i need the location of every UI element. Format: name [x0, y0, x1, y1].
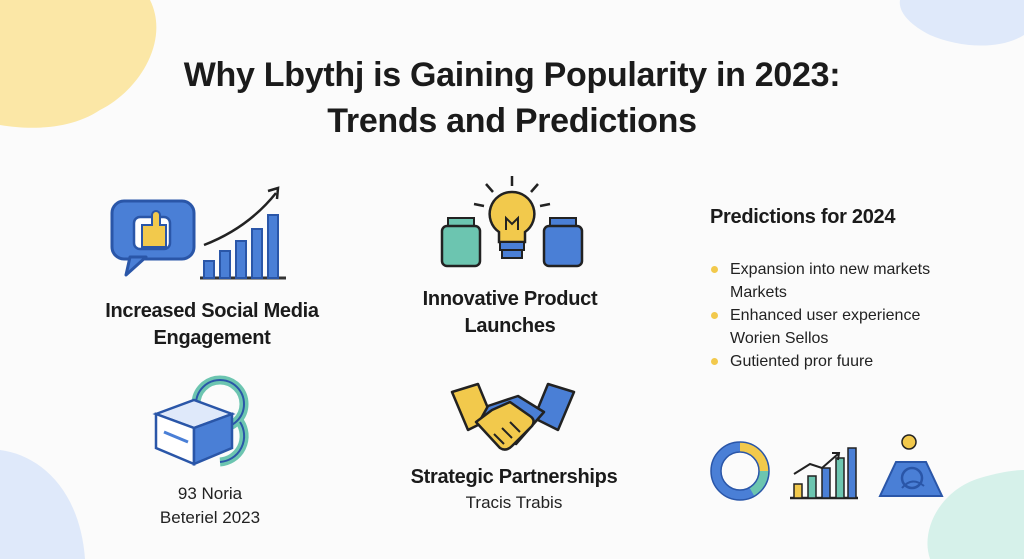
- prediction-item-line-1: Enhanced user experience: [730, 307, 921, 324]
- feature-product-line-2: Launches: [464, 315, 556, 337]
- bullet-dot-icon: [711, 312, 718, 319]
- title-line-2: Trends and Predictions: [327, 102, 697, 140]
- teal-blob-decoration: [927, 470, 1024, 559]
- feature-network-subtitle: 93 Noria Beteriel 2023: [120, 482, 300, 530]
- thumbs-up-growth-icon: [110, 186, 286, 280]
- cube-network-icon: [152, 375, 249, 467]
- feature-partnership-sub-line-1: Tracis Trabis: [465, 493, 563, 512]
- yellow-blob-decoration: [0, 0, 157, 128]
- donut-chart-icon: [710, 441, 770, 501]
- prediction-item-line-1: Expansion into new markets: [730, 261, 931, 278]
- feature-partnership-caption: Strategic Partnerships: [380, 464, 648, 491]
- feature-social-line-2: Engagement: [153, 327, 271, 349]
- bullet-dot-icon: [711, 358, 718, 365]
- title-line-1: Why Lbythj is Gaining Popularity in 2023…: [183, 56, 841, 94]
- prediction-item-line-1: Gutiented pror fuure: [730, 353, 874, 370]
- prediction-item-line-2: Worien Sellos: [730, 330, 829, 347]
- prediction-item: Expansion into new markets Markets: [710, 258, 930, 304]
- prediction-item-line-2: Markets: [730, 284, 787, 301]
- feature-product-caption: Innovative Product Launches: [380, 286, 640, 340]
- prediction-item: Enhanced user experience Worien Sellos: [710, 304, 930, 350]
- feature-network-line-1: 93 Noria: [177, 484, 243, 503]
- person-target-icon: [878, 434, 944, 497]
- bullet-dot-icon: [711, 266, 718, 273]
- page-title: Why Lbythj is Gaining Popularity in 2023…: [0, 52, 1024, 144]
- feature-social-line-1: Increased Social Media: [105, 300, 319, 322]
- handshake-icon: [450, 382, 576, 451]
- predictions-heading: Predictions for 2024: [710, 206, 896, 228]
- feature-network-line-2: Beteriel 2023: [159, 508, 261, 527]
- blue-blob-bottom-left: [0, 450, 85, 559]
- feature-social-caption: Increased Social Media Engagement: [80, 298, 344, 352]
- feature-partnership-subtitle: Tracis Trabis: [380, 491, 648, 515]
- prediction-item: Gutiented pror fuure: [710, 350, 930, 373]
- blue-blob-decoration: [899, 0, 1024, 46]
- bar-growth-icon: [790, 447, 858, 500]
- feature-product-line-1: Innovative Product: [422, 288, 598, 310]
- feature-partnership-line-1: Strategic Partnerships: [410, 466, 618, 488]
- predictions-list: Expansion into new markets Markets Enhan…: [710, 258, 930, 373]
- lightbulb-product-icon: [440, 176, 584, 268]
